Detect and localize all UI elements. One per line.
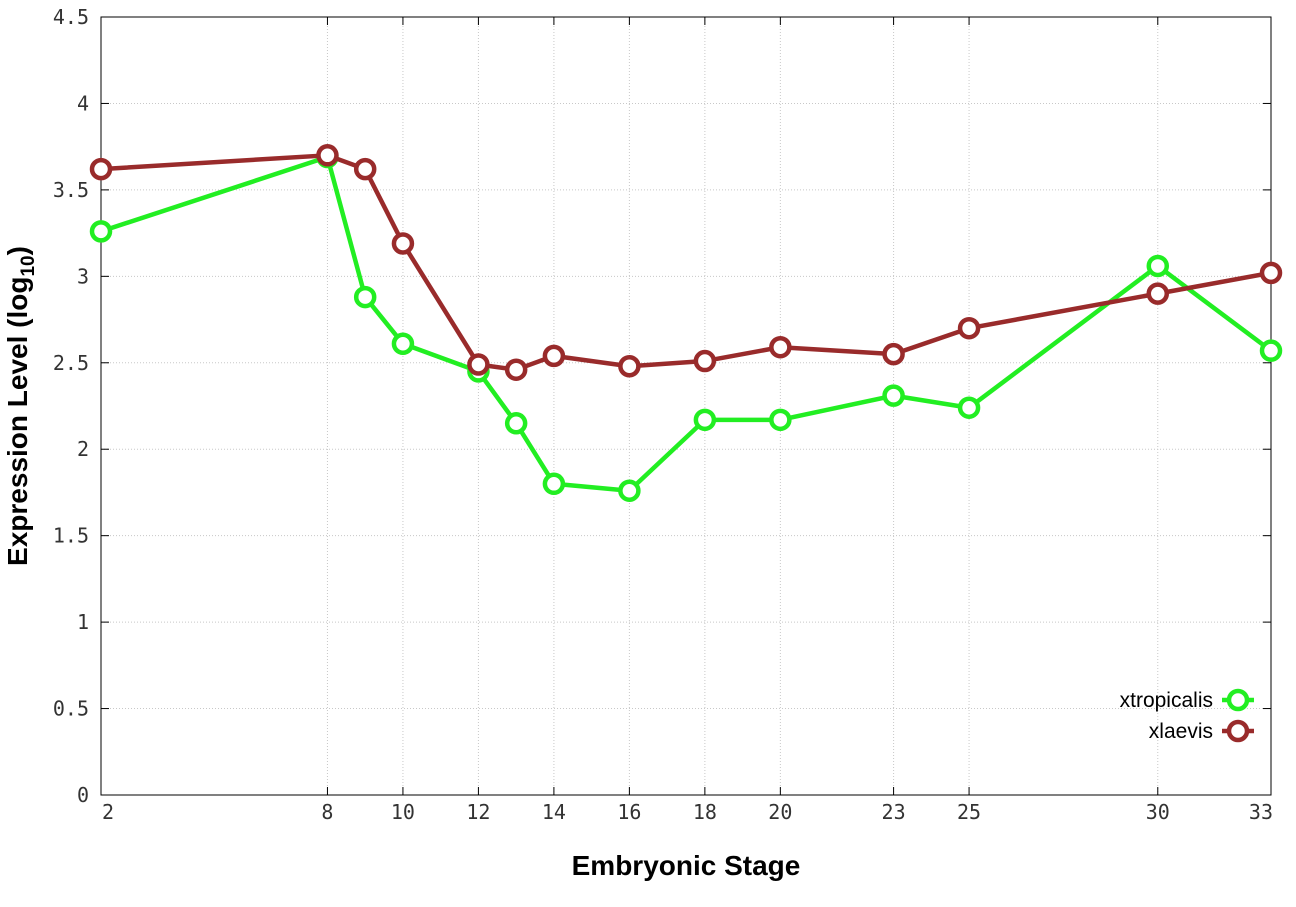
axis-ticks — [100, 16, 1272, 796]
data-point — [542, 344, 566, 368]
data-point — [353, 285, 377, 309]
data-point — [693, 408, 717, 432]
data-point — [618, 479, 641, 502]
legend-item: xtropicalis — [1120, 688, 1254, 712]
data-point — [1259, 339, 1283, 362]
data-point — [957, 316, 981, 340]
y-tick-label: 0 — [77, 783, 89, 807]
y-tick-label: 1 — [77, 610, 89, 634]
x-tick-label: 2 — [102, 800, 114, 824]
data-point — [391, 232, 415, 255]
x-tick-label: 30 — [1146, 800, 1170, 824]
data-series — [89, 144, 1283, 502]
x-tick-label: 10 — [391, 800, 415, 824]
data-point — [89, 220, 113, 243]
data-point — [693, 349, 717, 373]
series-line — [100, 154, 1273, 493]
y-axis-title-close: ) — [2, 246, 33, 255]
y-tick-label: 2 — [77, 437, 89, 461]
data-point — [882, 342, 905, 366]
legend-swatch-marker — [1226, 688, 1250, 712]
data-point — [504, 412, 528, 435]
x-tick-label: 16 — [617, 800, 641, 824]
legend: xtropicalis xlaevis — [1120, 688, 1254, 743]
x-tick-label: 14 — [542, 800, 566, 824]
plot-frame — [100, 16, 1272, 796]
data-point — [391, 332, 415, 356]
data-point — [957, 396, 981, 419]
y-axis-tick-labels: 0 0.5 1 1.5 2 2.5 3 3.5 4 4.5 — [53, 5, 89, 807]
x-axis-title: Embryonic Stage — [572, 850, 801, 881]
data-point — [467, 353, 490, 376]
y-tick-label: 1.5 — [53, 524, 89, 548]
data-point — [769, 335, 792, 359]
y-tick-label: 4 — [77, 91, 89, 115]
legend-label: xlaevis — [1149, 720, 1213, 743]
y-axis-title-subscript: 10 — [18, 255, 39, 276]
data-point — [769, 408, 792, 432]
data-point — [316, 144, 339, 167]
legend-label: xtropicalis — [1120, 689, 1213, 712]
x-tick-label: 20 — [768, 800, 792, 824]
y-tick-label: 0.5 — [53, 697, 89, 721]
series-xtropicalis — [89, 145, 1283, 502]
x-tick-label: 33 — [1249, 800, 1273, 824]
data-point — [882, 384, 905, 407]
data-point — [504, 358, 528, 381]
data-point — [353, 157, 377, 181]
x-tick-label: 25 — [957, 800, 981, 824]
data-point — [542, 472, 566, 496]
x-tick-label: 23 — [882, 800, 906, 824]
data-point — [89, 157, 113, 181]
data-point — [1146, 254, 1170, 278]
legend-swatch-marker — [1226, 719, 1250, 743]
legend-item: xlaevis — [1149, 719, 1254, 743]
series-xlaevis — [89, 144, 1283, 381]
y-tick-label: 3.5 — [53, 178, 89, 202]
data-point — [1146, 282, 1170, 305]
data-point — [1259, 261, 1283, 285]
x-tick-label: 12 — [466, 800, 490, 824]
y-tick-label: 4.5 — [53, 5, 89, 29]
y-tick-label: 2.5 — [53, 351, 89, 375]
grid-lines — [101, 17, 1271, 795]
data-point — [618, 354, 641, 378]
x-tick-label: 18 — [693, 800, 717, 824]
y-axis-title: Expression Level (log10) — [2, 246, 39, 566]
x-axis-tick-labels: 2 8 10 12 14 16 18 20 23 25 30 33 — [102, 800, 1273, 824]
y-tick-label: 3 — [77, 264, 89, 288]
series-line — [100, 153, 1272, 372]
x-tick-label: 8 — [321, 800, 333, 824]
y-axis-title-main: Expression Level (log — [2, 277, 33, 566]
